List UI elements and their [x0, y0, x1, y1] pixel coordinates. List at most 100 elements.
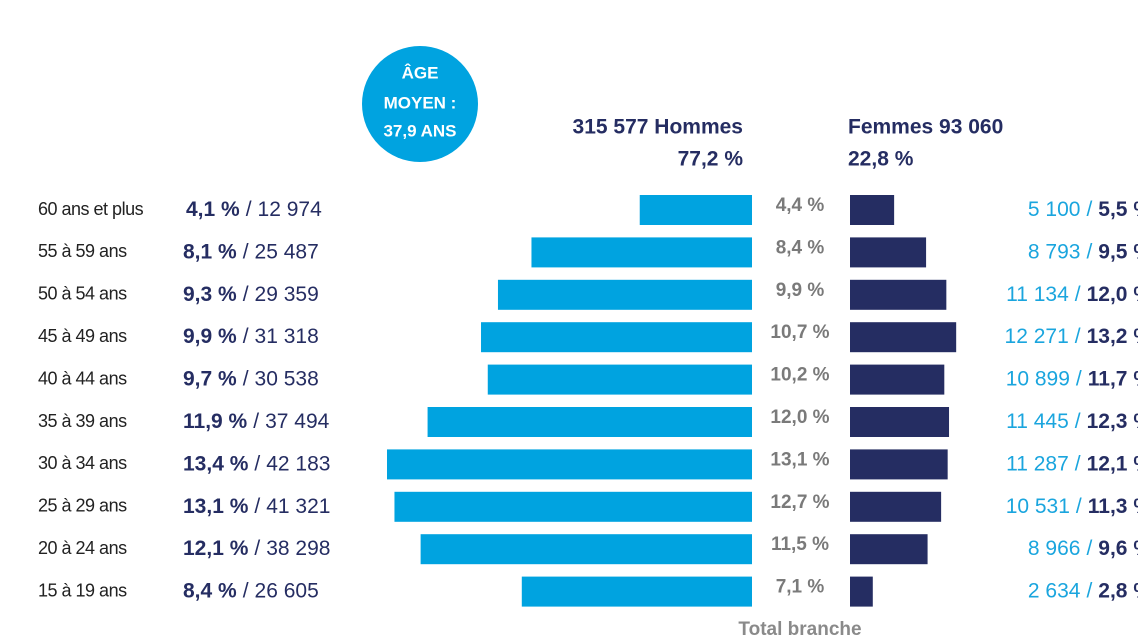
total-percent: 4,4 % — [776, 195, 825, 216]
men-bar — [387, 449, 752, 480]
age-label: 45 à 49 ans — [38, 326, 127, 346]
women-label: 10 531 / 11,3 % — [1006, 494, 1138, 517]
men-bar — [487, 364, 752, 395]
total-percent: 12,7 % — [770, 492, 829, 513]
women-label: 11 445 / 12,3 % — [1006, 410, 1138, 433]
men-count: 26 605 — [255, 579, 319, 602]
men-label: 8,1 % / 25 487 — [183, 240, 319, 263]
women-count: 11 287 — [1006, 452, 1069, 475]
total-percent: 11,5 % — [771, 534, 829, 555]
women-bar — [850, 491, 942, 522]
women-count: 5 100 — [1028, 198, 1081, 221]
separator: / — [1075, 452, 1081, 475]
men-count: 38 298 — [266, 537, 330, 560]
badge-text: 37,9 ANS — [383, 121, 456, 140]
total-percent: 7,1 % — [776, 577, 825, 598]
women-share: 22,8 % — [848, 148, 914, 171]
women-count: 10 899 — [1006, 367, 1070, 390]
men-count: 29 359 — [255, 282, 319, 305]
men-percent: 4,1 % — [186, 198, 240, 221]
total-percent: 10,7 % — [770, 322, 829, 343]
women-percent: 12,1 % — [1087, 452, 1138, 475]
men-bar — [394, 491, 752, 522]
badge-text: ÂGE — [402, 63, 439, 82]
women-label: 11 287 / 12,1 % — [1006, 452, 1138, 475]
women-label: 8 966/ 9,6 % — [1028, 537, 1138, 560]
men-label: 13,1 %/ 41 321 — [183, 494, 330, 517]
women-percent: 9,6 % — [1098, 537, 1138, 560]
separator: / — [243, 367, 249, 390]
women-count: 8 966 — [1028, 537, 1081, 560]
women-percent: 9,5 % — [1098, 240, 1138, 263]
separator: / — [1086, 198, 1092, 221]
men-count: 30 538 — [255, 367, 319, 390]
age-label: 35 à 39 ans — [38, 411, 127, 431]
men-percent: 11,9 % — [183, 410, 248, 433]
men-label: 4,1 % / 12 974 — [186, 198, 322, 221]
age-label: 30 à 34 ans — [38, 453, 127, 473]
men-count: 31 318 — [255, 325, 319, 348]
separator: / — [243, 579, 249, 602]
men-bar — [521, 576, 752, 607]
separator: / — [1075, 325, 1081, 348]
women-label: 8 793/ 9,5 % — [1028, 240, 1138, 263]
women-label: 12 271 / 13,2 % — [1005, 325, 1138, 348]
age-label: 55 à 59 ans — [38, 241, 127, 261]
separator: / — [253, 410, 259, 433]
women-label: 2 634/ 2,8 % — [1028, 579, 1138, 602]
women-percent: 5,5 % — [1098, 198, 1138, 221]
men-percent: 13,1 % — [183, 494, 249, 517]
total-percent: 13,1 % — [770, 449, 829, 470]
women-percent: 11,3 % — [1088, 494, 1138, 517]
age-label: 50 à 54 ans — [38, 284, 127, 304]
age-label: 40 à 44 ans — [38, 368, 127, 388]
women-bar — [850, 322, 957, 353]
women-label: 10 899 / 11,7 % — [1006, 367, 1138, 390]
men-label: 12,1 %/ 38 298 — [183, 537, 330, 560]
separator: / — [1076, 494, 1082, 517]
men-percent: 12,1 % — [183, 537, 249, 560]
women-count: 2 634 — [1028, 579, 1081, 602]
separator: / — [1075, 410, 1081, 433]
separator: / — [243, 282, 249, 305]
women-bar — [850, 449, 948, 480]
men-percent: 8,1 % — [183, 240, 237, 263]
total-percent: 8,4 % — [776, 237, 825, 258]
women-bar — [850, 195, 895, 225]
separator: / — [243, 240, 249, 263]
men-bar — [497, 279, 752, 310]
women-bar — [850, 279, 947, 310]
men-count: 41 321 — [266, 494, 330, 517]
age-label: 25 à 29 ans — [38, 496, 127, 516]
men-count: 42 183 — [266, 452, 330, 475]
separator: / — [1086, 579, 1092, 602]
men-label: 9,3 % / 29 359 — [183, 282, 319, 305]
separator: / — [1086, 537, 1092, 560]
men-label: 11,9 %/ 37 494 — [183, 410, 330, 433]
separator: / — [246, 198, 252, 221]
women-count: 12 271 — [1005, 325, 1069, 348]
women-bar — [850, 237, 927, 268]
men-label: 13,4 %/ 42 183 — [183, 452, 330, 475]
women-bar — [850, 534, 928, 565]
men-bar — [639, 195, 752, 225]
total-percent: 10,2 % — [770, 365, 829, 386]
age-label: 15 à 19 ans — [38, 580, 127, 600]
men-percent: 9,9 % — [183, 325, 237, 348]
women-percent: 12,3 % — [1087, 410, 1138, 433]
separator: / — [1075, 282, 1081, 305]
women-percent: 13,2 % — [1087, 325, 1138, 348]
men-percent: 9,3 % — [183, 282, 237, 305]
age-label: 20 à 24 ans — [38, 538, 127, 558]
men-percent: 13,4 % — [183, 452, 249, 475]
women-count: 8 793 — [1028, 240, 1081, 263]
age-label: 60 ans et plus — [38, 199, 144, 219]
total-percent: 9,9 % — [776, 280, 825, 301]
total-percent: 12,0 % — [770, 407, 829, 428]
women-percent: 11,7 % — [1088, 367, 1138, 390]
men-bar — [427, 407, 752, 437]
women-count: 10 531 — [1006, 494, 1070, 517]
women-bar — [850, 364, 945, 395]
age-badge — [362, 46, 478, 162]
